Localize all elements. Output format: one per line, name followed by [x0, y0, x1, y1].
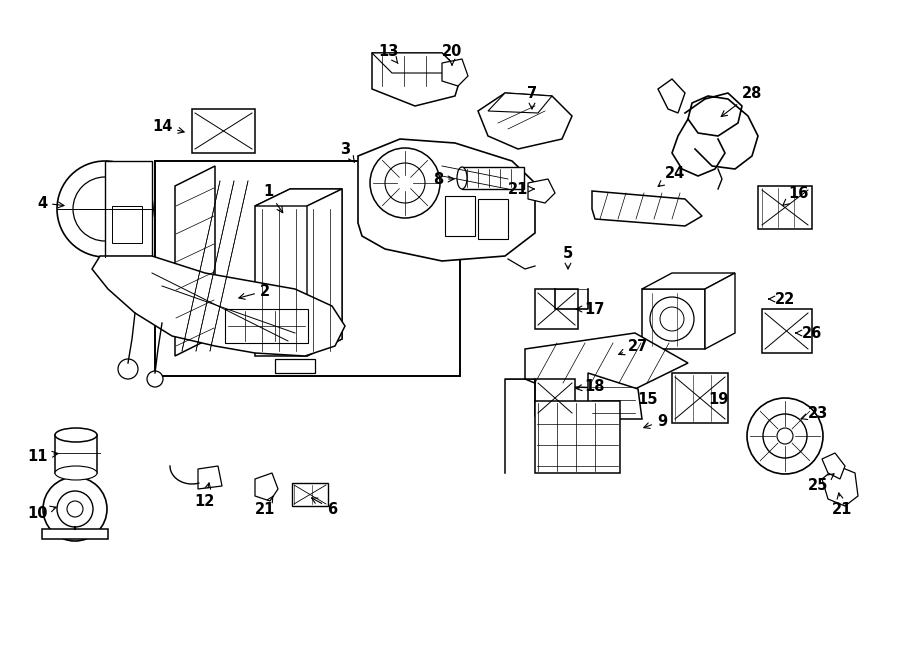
Polygon shape	[642, 289, 705, 349]
Circle shape	[650, 297, 694, 341]
Polygon shape	[42, 529, 108, 539]
Text: 25: 25	[808, 474, 834, 494]
Circle shape	[43, 477, 107, 541]
Polygon shape	[658, 79, 685, 113]
Circle shape	[777, 428, 793, 444]
Text: 1: 1	[263, 184, 283, 213]
Circle shape	[67, 501, 83, 517]
Bar	[535, 401, 620, 473]
Text: 13: 13	[378, 44, 398, 63]
Ellipse shape	[274, 314, 290, 324]
Polygon shape	[488, 93, 552, 113]
Bar	[55, 435, 97, 473]
Text: 4: 4	[37, 196, 64, 210]
Polygon shape	[92, 256, 345, 356]
Text: 9: 9	[644, 414, 667, 428]
Polygon shape	[255, 189, 342, 356]
Polygon shape	[822, 466, 858, 506]
Polygon shape	[642, 273, 735, 289]
Text: 20: 20	[442, 44, 463, 65]
Polygon shape	[705, 273, 735, 349]
Text: 5: 5	[562, 245, 573, 269]
Text: 17: 17	[576, 301, 605, 317]
Text: 21: 21	[255, 496, 275, 516]
Polygon shape	[175, 166, 215, 356]
Text: 8: 8	[433, 171, 454, 186]
Circle shape	[385, 163, 425, 203]
Polygon shape	[588, 373, 642, 419]
Polygon shape	[255, 473, 278, 501]
Polygon shape	[478, 93, 572, 149]
Text: 2: 2	[238, 284, 270, 299]
Polygon shape	[822, 453, 845, 479]
Polygon shape	[372, 53, 462, 73]
Polygon shape	[535, 379, 575, 416]
Polygon shape	[528, 179, 555, 203]
Circle shape	[57, 491, 93, 527]
Text: 24: 24	[658, 165, 685, 186]
Circle shape	[57, 161, 153, 257]
Text: 27: 27	[618, 338, 648, 355]
Text: 7: 7	[526, 85, 537, 109]
Polygon shape	[307, 189, 342, 356]
Circle shape	[747, 398, 823, 474]
Polygon shape	[762, 309, 812, 353]
Polygon shape	[198, 466, 222, 489]
Polygon shape	[758, 186, 812, 229]
Polygon shape	[525, 333, 688, 389]
Text: 10: 10	[28, 506, 56, 520]
Text: 6: 6	[311, 498, 338, 516]
Polygon shape	[225, 309, 308, 343]
Polygon shape	[105, 161, 152, 256]
Text: 26: 26	[796, 325, 822, 340]
Circle shape	[763, 414, 807, 458]
Polygon shape	[255, 189, 342, 206]
Ellipse shape	[268, 309, 296, 329]
Polygon shape	[592, 191, 702, 226]
Circle shape	[73, 177, 137, 241]
Circle shape	[370, 148, 440, 218]
Text: 14: 14	[152, 118, 184, 134]
Circle shape	[660, 307, 684, 331]
Polygon shape	[358, 139, 535, 261]
Polygon shape	[275, 359, 315, 373]
Text: 18: 18	[576, 379, 605, 393]
Polygon shape	[372, 53, 462, 106]
Circle shape	[147, 371, 163, 387]
Polygon shape	[112, 206, 142, 243]
Text: 21: 21	[832, 493, 852, 516]
Bar	[462, 167, 524, 189]
Text: 21: 21	[508, 182, 535, 196]
Ellipse shape	[55, 428, 97, 442]
Circle shape	[118, 359, 138, 379]
Ellipse shape	[55, 466, 97, 480]
Text: 11: 11	[28, 449, 58, 463]
Ellipse shape	[457, 167, 467, 189]
Polygon shape	[478, 199, 508, 239]
Text: 16: 16	[783, 186, 808, 206]
Text: 19: 19	[707, 391, 728, 407]
Bar	[155, 161, 460, 376]
Text: 3: 3	[340, 141, 355, 162]
Polygon shape	[445, 196, 475, 236]
Text: 28: 28	[721, 85, 762, 116]
Polygon shape	[442, 59, 468, 86]
Text: 23: 23	[801, 405, 828, 420]
Text: 12: 12	[194, 483, 215, 508]
Text: 15: 15	[638, 391, 658, 407]
Polygon shape	[535, 289, 578, 329]
Text: 22: 22	[769, 292, 795, 307]
Polygon shape	[192, 109, 255, 153]
Polygon shape	[672, 373, 728, 423]
Polygon shape	[292, 483, 328, 506]
